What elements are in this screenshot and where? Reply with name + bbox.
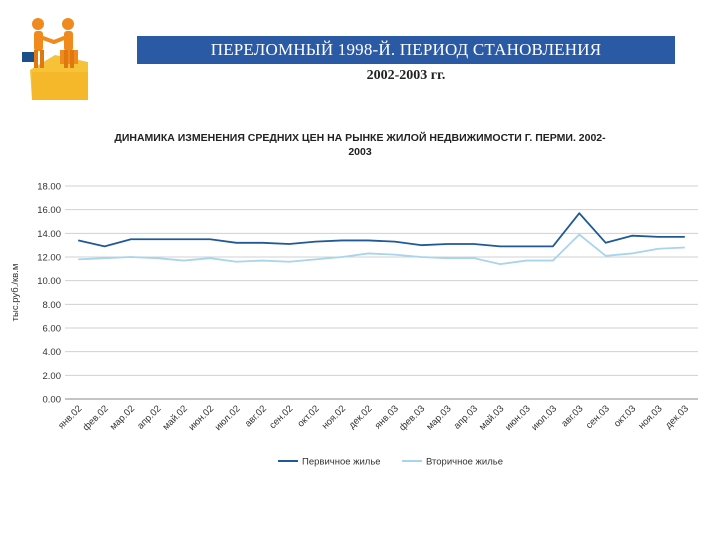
x-tick-label: июл.02 [213,403,243,433]
x-tick-label: апр.02 [135,403,163,431]
x-tick-label: июн.02 [187,403,217,433]
x-tick-label: ноя.02 [320,403,348,431]
page-title: ПЕРЕЛОМНЫЙ 1998-Й. ПЕРИОД СТАНОВЛЕНИЯ [137,36,675,64]
plot-area: 0.00 2.00 4.00 6.00 8.00 10.00 12.00 14.00 16.00… [10,182,698,468]
y-tick-label: 4.00 [43,347,62,358]
y-tick-label: 12.00 [37,253,61,264]
x-tick-label: июл.03 [529,403,559,433]
chart-title: ДИНАМИКА ИЗМЕНЕНИЯ СРЕДНИХ ЦЕН НА РЫНКЕ … [20,131,700,159]
y-tick-label: 2.00 [43,371,62,382]
x-tick-label: мар.02 [108,403,137,432]
x-tick-label: янв.03 [373,403,401,431]
handshake-logo [10,10,100,105]
x-tick-label: авг.03 [559,403,585,429]
y-tick-label: 8.00 [43,300,62,311]
y-tick-label: 18.00 [37,182,61,193]
x-tick-label: сен.02 [267,403,295,431]
x-tick-label: мар.03 [424,403,453,432]
x-tick-label: фев.02 [81,403,111,433]
x-tick-label: дек.03 [663,403,691,431]
legend-entry: Первичное жилье [302,457,381,468]
x-tick-label: май.03 [477,403,506,432]
series-line [77,212,685,248]
x-tick-label: окт.02 [295,403,321,429]
y-tick-label: 16.00 [37,205,61,216]
y-tick-label: 14.00 [37,229,61,240]
y-tick-label: 10.00 [37,276,61,287]
legend-entry: Вторичное жилье [426,457,503,468]
chart-title-line2: 2003 [348,146,372,158]
x-tick-label: фев.03 [397,403,427,433]
series-line [78,233,685,266]
x-tick-label: авг.02 [243,403,269,429]
x-tick-label: окт.03 [612,403,638,429]
x-tick-label: апр.03 [452,403,480,431]
y-axis-label: тыс.руб./кв.м [10,264,21,322]
x-tick-label: дек.02 [347,403,375,431]
x-tick-label: янв.02 [56,403,84,431]
page-subtitle: 2002-2003 гг. [366,68,446,83]
x-tick-label: май.02 [161,403,190,432]
x-tick-label: сен.03 [584,403,612,431]
x-tick-label: ноя.03 [636,403,664,431]
y-tick-label: 0.00 [43,395,62,406]
x-tick-label: июн.03 [503,403,533,433]
chart-title-line1: ДИНАМИКА ИЗМЕНЕНИЯ СРЕДНИХ ЦЕН НА РЫНКЕ … [114,132,606,144]
line-chart: 0.00 2.00 4.00 6.00 8.00 10.00 12.00 14.00 16.00… [10,182,698,468]
y-tick-label: 6.00 [43,324,62,335]
